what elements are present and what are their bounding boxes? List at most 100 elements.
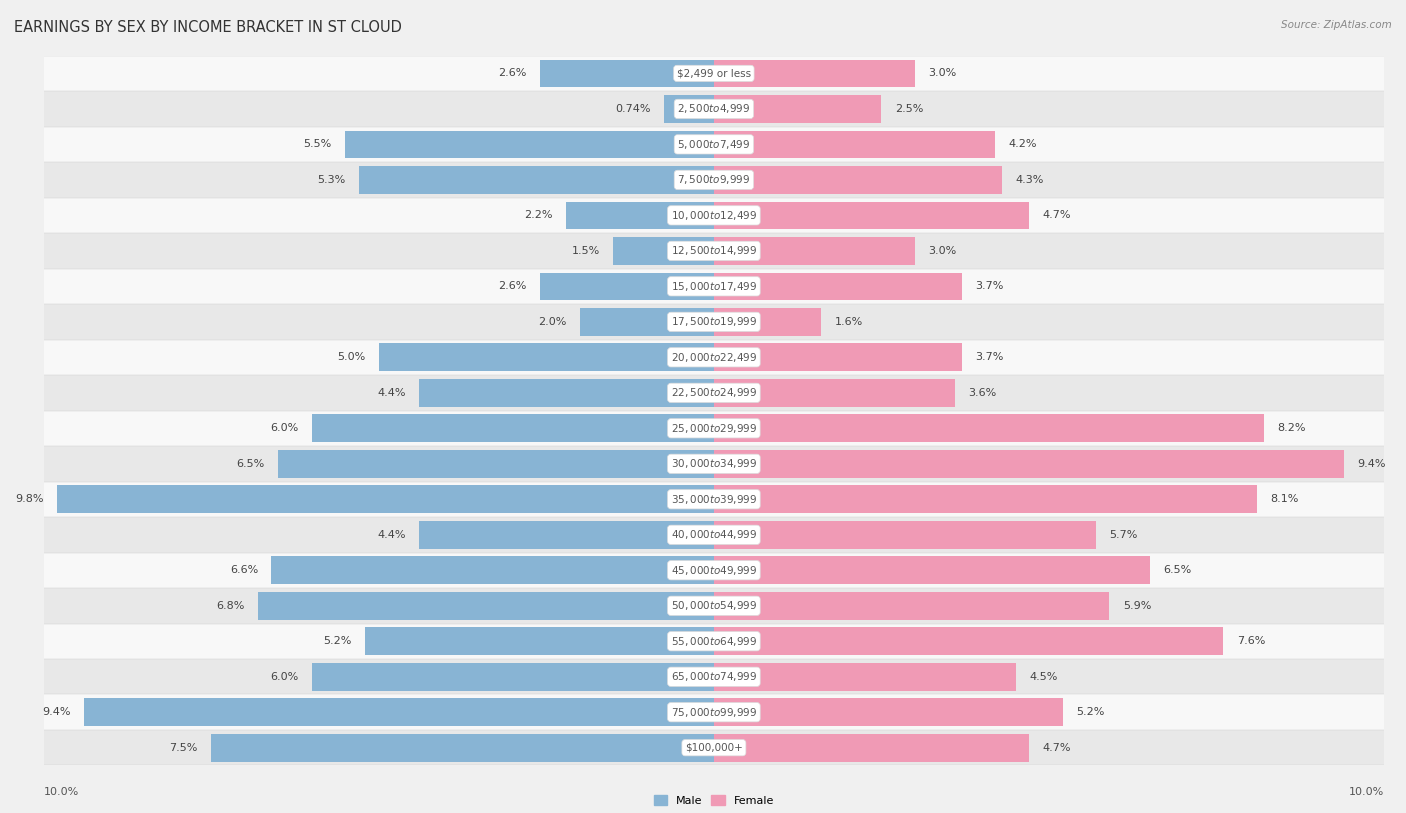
Bar [540, 272, 714, 300]
Bar [714, 663, 1015, 690]
Text: 6.5%: 6.5% [236, 459, 264, 469]
Bar [714, 379, 955, 406]
Text: 6.8%: 6.8% [217, 601, 245, 611]
Text: 5.3%: 5.3% [316, 175, 346, 185]
Text: 2.5%: 2.5% [894, 104, 924, 114]
Bar [714, 272, 962, 300]
Bar [44, 588, 1385, 624]
Bar [44, 55, 1385, 91]
Bar [84, 698, 714, 726]
Bar [714, 450, 1344, 478]
Text: 7.6%: 7.6% [1237, 637, 1265, 646]
Text: 3.0%: 3.0% [928, 68, 956, 78]
Bar [714, 131, 995, 159]
Bar [44, 517, 1385, 553]
Text: 5.2%: 5.2% [323, 637, 352, 646]
Text: 9.4%: 9.4% [42, 707, 70, 717]
Bar [44, 162, 1385, 198]
Text: $35,000 to $39,999: $35,000 to $39,999 [671, 493, 756, 506]
Bar [567, 202, 714, 229]
Text: 4.4%: 4.4% [377, 388, 405, 398]
Text: 4.4%: 4.4% [377, 530, 405, 540]
Bar [714, 415, 1264, 442]
Text: 8.1%: 8.1% [1271, 494, 1299, 504]
Text: $12,500 to $14,999: $12,500 to $14,999 [671, 245, 756, 258]
Text: EARNINGS BY SEX BY INCOME BRACKET IN ST CLOUD: EARNINGS BY SEX BY INCOME BRACKET IN ST … [14, 20, 402, 35]
Text: 4.5%: 4.5% [1029, 672, 1057, 682]
Bar [714, 59, 915, 87]
Bar [312, 415, 714, 442]
Bar [714, 95, 882, 123]
Bar [44, 411, 1385, 446]
Bar [278, 450, 714, 478]
Text: $30,000 to $34,999: $30,000 to $34,999 [671, 457, 756, 470]
Text: 10.0%: 10.0% [1348, 787, 1385, 797]
Bar [579, 308, 714, 336]
Bar [44, 304, 1385, 340]
Text: 2.6%: 2.6% [498, 281, 526, 291]
Legend: Male, Female: Male, Female [654, 795, 773, 806]
Text: 5.7%: 5.7% [1109, 530, 1137, 540]
Text: $50,000 to $54,999: $50,000 to $54,999 [671, 599, 756, 612]
Text: $7,500 to $9,999: $7,500 to $9,999 [678, 173, 751, 186]
Text: $15,000 to $17,499: $15,000 to $17,499 [671, 280, 756, 293]
Bar [714, 202, 1029, 229]
Bar [259, 592, 714, 620]
Bar [44, 375, 1385, 411]
Text: $25,000 to $29,999: $25,000 to $29,999 [671, 422, 756, 435]
Bar [44, 198, 1385, 233]
Bar [366, 628, 714, 655]
Bar [56, 485, 714, 513]
Bar [271, 556, 714, 584]
Text: $10,000 to $12,499: $10,000 to $12,499 [671, 209, 756, 222]
Bar [714, 308, 821, 336]
Text: $2,499 or less: $2,499 or less [676, 68, 751, 78]
Text: $65,000 to $74,999: $65,000 to $74,999 [671, 670, 756, 683]
Text: 3.7%: 3.7% [976, 281, 1004, 291]
Bar [419, 521, 714, 549]
Text: 3.0%: 3.0% [928, 246, 956, 256]
Text: 4.7%: 4.7% [1042, 743, 1071, 753]
Text: 9.4%: 9.4% [1357, 459, 1386, 469]
Bar [359, 166, 714, 193]
Bar [714, 734, 1029, 762]
Text: 5.5%: 5.5% [304, 139, 332, 150]
Text: 10.0%: 10.0% [44, 787, 79, 797]
Bar [664, 95, 714, 123]
Bar [44, 730, 1385, 766]
Bar [44, 481, 1385, 517]
Bar [714, 485, 1257, 513]
Text: $22,500 to $24,999: $22,500 to $24,999 [671, 386, 756, 399]
Text: 4.3%: 4.3% [1015, 175, 1043, 185]
Text: $55,000 to $64,999: $55,000 to $64,999 [671, 635, 756, 648]
Bar [312, 663, 714, 690]
Bar [44, 340, 1385, 375]
Text: 6.6%: 6.6% [229, 565, 259, 576]
Text: 6.0%: 6.0% [270, 672, 298, 682]
Bar [44, 268, 1385, 304]
Text: 7.5%: 7.5% [169, 743, 198, 753]
Text: 8.2%: 8.2% [1277, 424, 1306, 433]
Bar [44, 127, 1385, 162]
Bar [44, 553, 1385, 588]
Bar [714, 628, 1223, 655]
Text: 3.7%: 3.7% [976, 352, 1004, 363]
Text: 0.74%: 0.74% [616, 104, 651, 114]
Bar [714, 698, 1063, 726]
Text: 6.0%: 6.0% [270, 424, 298, 433]
Bar [540, 59, 714, 87]
Bar [714, 521, 1097, 549]
Bar [714, 237, 915, 265]
Bar [44, 233, 1385, 268]
Text: 2.6%: 2.6% [498, 68, 526, 78]
Text: 5.2%: 5.2% [1076, 707, 1104, 717]
Bar [44, 91, 1385, 127]
Bar [419, 379, 714, 406]
Text: $40,000 to $44,999: $40,000 to $44,999 [671, 528, 756, 541]
Text: $5,000 to $7,499: $5,000 to $7,499 [678, 138, 751, 151]
Text: $2,500 to $4,999: $2,500 to $4,999 [678, 102, 751, 115]
Text: 6.5%: 6.5% [1163, 565, 1191, 576]
Text: 2.0%: 2.0% [538, 317, 567, 327]
Text: $45,000 to $49,999: $45,000 to $49,999 [671, 563, 756, 576]
Bar [714, 166, 1002, 193]
